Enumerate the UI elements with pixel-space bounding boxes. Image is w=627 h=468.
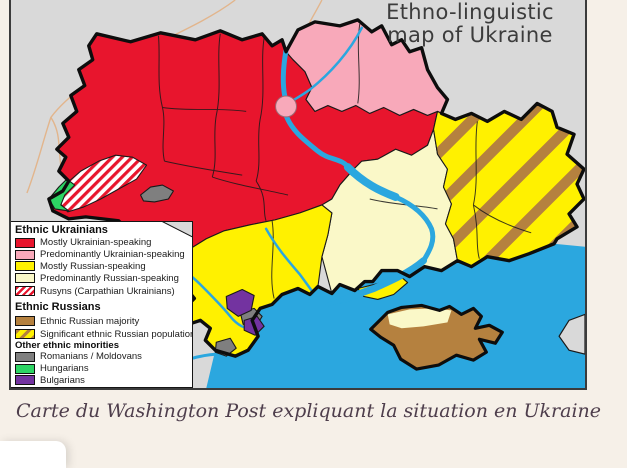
map-title-line2: map of Ukraine	[387, 23, 553, 47]
region-bulgarians-1	[225, 288, 255, 317]
legend-label: Romanians / Moldovans	[40, 351, 142, 363]
legend-header-ethnic-ukrainians: Ethnic Ukrainians	[15, 224, 108, 236]
legend-label: Predominantly Ukrainian-speaking	[40, 249, 185, 261]
legend-swatch-russian-majority	[15, 316, 35, 327]
legend-label: Ethnic Russian majority	[40, 315, 140, 327]
legend-item: Predominantly Ukrainian-speaking	[15, 249, 189, 261]
legend-label: Predominantly Russian-speaking	[40, 272, 179, 284]
map-legend: Ethnic Ukrainians Mostly Ukrainian-speak…	[11, 221, 193, 388]
desna-river	[286, 26, 364, 105]
legend-label: Bulgarians	[40, 374, 85, 386]
taman-peninsula	[558, 313, 585, 355]
oblast-borders	[157, 23, 532, 299]
legend-swatch-romanians	[15, 351, 35, 362]
legend-header-ethnic-russians: Ethnic Russians	[15, 301, 101, 314]
rivers	[159, 26, 436, 366]
legend-swatch-predominantly-russian	[15, 273, 35, 284]
legend-item: Hungarians	[15, 363, 189, 375]
legend-swatch-hungarians	[15, 363, 35, 374]
ethno-linguistic-map: Ethno-linguistic map of Ukraine Ethnic U…	[9, 0, 587, 390]
region-rusyns	[55, 154, 148, 213]
legend-swatch-bulgarians	[15, 375, 35, 386]
dnieper-river	[338, 257, 428, 304]
figure-caption: Carte du Washington Post expliquant la s…	[16, 400, 602, 422]
legend-label: Significant ethnic Russian population	[40, 328, 193, 340]
legend-swatch-mostly-russian	[15, 261, 35, 272]
legend-swatch-predominantly-ukrainian	[15, 249, 35, 260]
legend-label: Mostly Russian-speaking	[40, 260, 146, 272]
legend-item: Mostly Russian-speaking	[15, 261, 189, 273]
legend-item: Mostly Ukrainian-speaking	[15, 237, 189, 249]
legend-label: Mostly Ukrainian-speaking	[40, 237, 152, 249]
legend-item: Romanians / Moldovans	[15, 351, 189, 363]
legend-swatch-significant-russian	[15, 329, 35, 340]
region-hungarians	[48, 178, 76, 212]
legend-label: Rusyns (Carpathian Ukrainians)	[40, 285, 175, 297]
legend-label: Hungarians	[40, 363, 89, 375]
legend-header-other-minorities: Other ethnic minorities	[15, 339, 119, 351]
legend-item: Ethnic Russian majority	[15, 314, 189, 328]
kyiv-city-marker	[275, 95, 298, 118]
crimea	[369, 303, 504, 371]
crimea-outline	[369, 303, 504, 371]
region-crimea-north-strip	[387, 308, 452, 329]
legend-item: Significant ethnic Russian population	[15, 328, 192, 340]
bottom-card-edge	[0, 441, 66, 468]
map-title: Ethno-linguistic map of Ukraine	[365, 1, 575, 47]
legend-swatch-mostly-ukrainian	[15, 237, 35, 248]
region-romanians-1	[140, 184, 174, 203]
legend-swatch-rusyns	[15, 286, 35, 297]
map-title-line1: Ethno-linguistic	[386, 0, 554, 24]
legend-item: Rusyns (Carpathian Ukrainians)	[15, 284, 189, 298]
ukraine-map-svg	[11, 0, 585, 388]
ukraine-border	[47, 18, 585, 358]
southern-buh-river	[264, 227, 316, 295]
legend-item: Bulgarians	[15, 375, 189, 387]
legend-item: Predominantly Russian-speaking	[15, 272, 189, 284]
